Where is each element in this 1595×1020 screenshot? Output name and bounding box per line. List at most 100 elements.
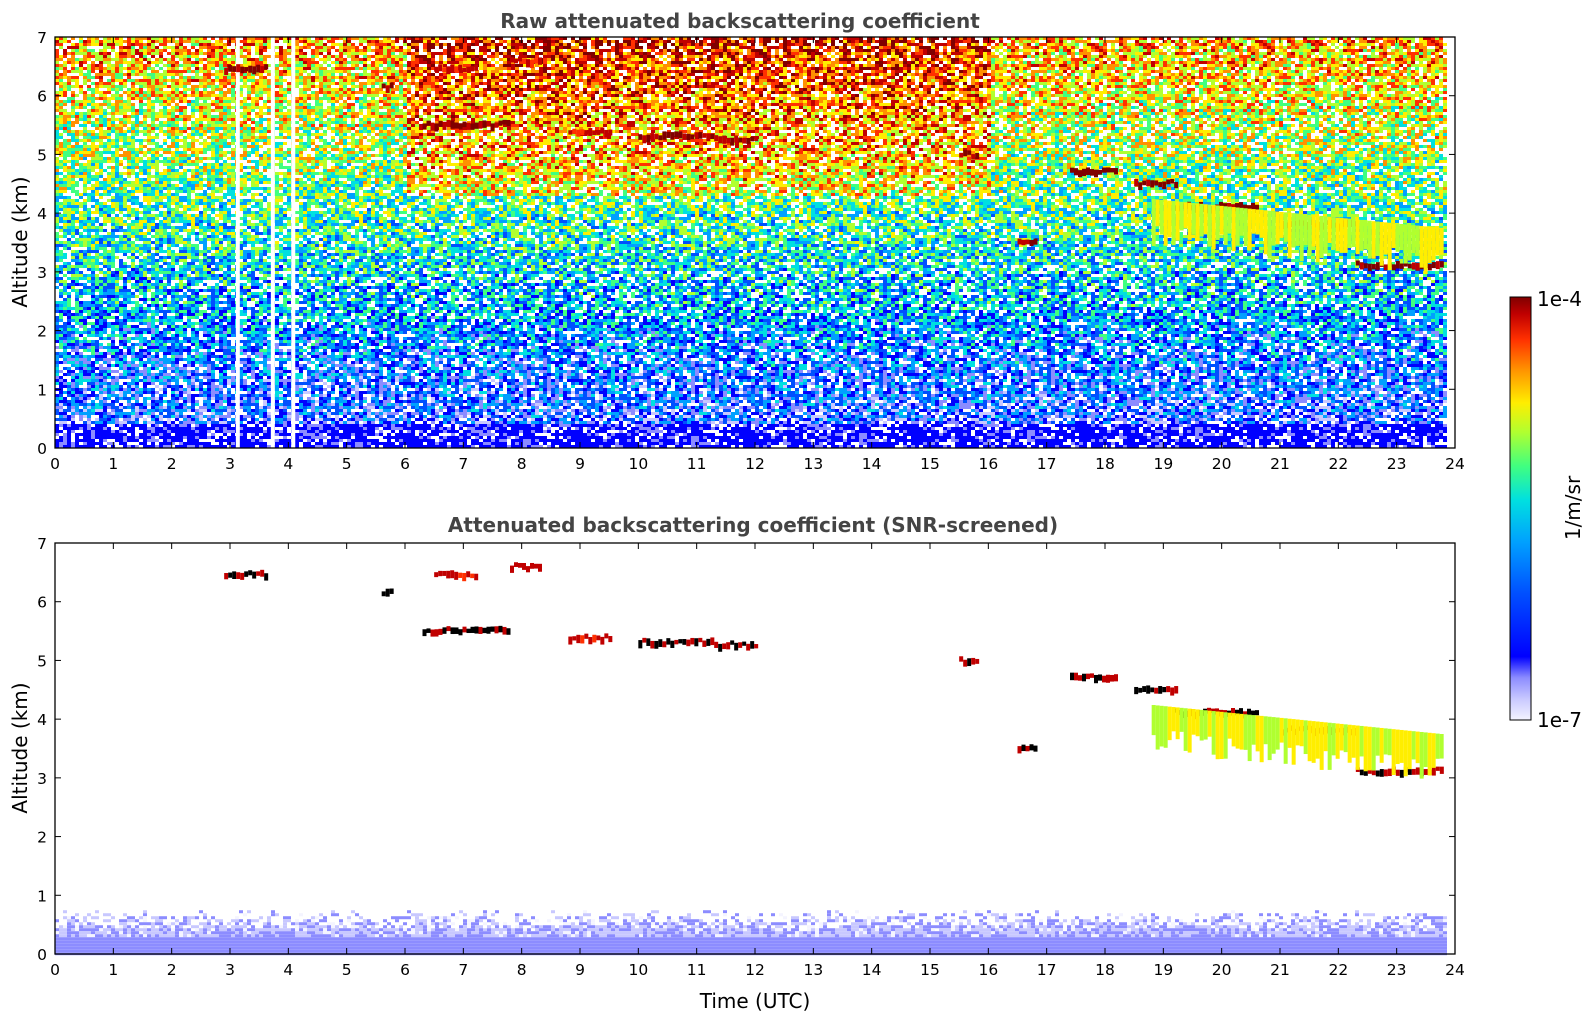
raw-pixel: [147, 160, 151, 163]
raw-pixel: [227, 379, 231, 382]
raw-pixel: [139, 49, 143, 52]
raw-pixel: [139, 346, 143, 349]
raw-pixel: [187, 286, 191, 289]
raw-pixel: [111, 220, 115, 223]
raw-pixel: [99, 325, 103, 328]
raw-pixel: [167, 172, 171, 175]
raw-pixel: [63, 223, 67, 226]
raw-pixel: [223, 331, 227, 334]
raw-pixel: [75, 355, 79, 358]
raw-pixel: [147, 349, 151, 352]
raw-pixel: [219, 244, 223, 247]
raw-pixel: [207, 79, 211, 82]
raw-pixel: [103, 142, 107, 145]
raw-pixel: [127, 55, 131, 58]
raw-pixel: [123, 202, 127, 205]
raw-pixel: [199, 124, 203, 127]
raw-pixel: [207, 145, 211, 148]
raw-pixel: [147, 259, 151, 262]
raw-pixel: [227, 325, 231, 328]
raw-pixel: [103, 319, 107, 322]
raw-pixel: [135, 247, 139, 250]
raw-pixel: [151, 424, 155, 427]
raw-pixel: [155, 376, 159, 379]
raw-pixel: [95, 265, 99, 268]
raw-pixel: [151, 61, 155, 64]
raw-pixel: [83, 67, 87, 70]
raw-pixel: [63, 340, 67, 343]
raw-pixel: [187, 181, 191, 184]
raw-pixel: [95, 118, 99, 121]
raw-pixel: [63, 241, 67, 244]
raw-pixel: [211, 64, 215, 67]
raw-pixel: [183, 253, 187, 256]
raw-pixel: [191, 64, 195, 67]
raw-pixel: [155, 127, 159, 130]
raw-pixel: [219, 226, 223, 229]
raw-pixel: [99, 277, 103, 280]
raw-pixel: [187, 313, 191, 316]
raw-pixel: [171, 163, 175, 166]
raw-pixel: [215, 154, 219, 157]
raw-pixel: [87, 403, 91, 406]
raw-pixel: [191, 142, 195, 145]
raw-pixel: [59, 181, 63, 184]
raw-pixel: [187, 391, 191, 394]
raw-pixel: [95, 205, 99, 208]
raw-pixel: [195, 169, 199, 172]
raw-pixel: [139, 181, 143, 184]
raw-pixel: [207, 376, 211, 379]
raw-pixel: [143, 139, 147, 142]
raw-pixel: [83, 283, 87, 286]
raw-pixel: [167, 430, 171, 433]
raw-pixel: [159, 73, 163, 76]
raw-pixel: [215, 355, 219, 358]
raw-pixel: [99, 121, 103, 124]
raw-pixel: [119, 337, 123, 340]
raw-pixel: [59, 379, 63, 382]
raw-pixel: [135, 175, 139, 178]
raw-pixel: [195, 412, 199, 415]
raw-pixel: [131, 49, 135, 52]
raw-pixel: [79, 175, 83, 178]
raw-pixel: [135, 190, 139, 193]
raw-pixel: [167, 67, 171, 70]
raw-pixel: [59, 142, 63, 145]
raw-pixel: [179, 100, 183, 103]
raw-pixel: [115, 64, 119, 67]
raw-pixel: [139, 388, 143, 391]
raw-pixel: [147, 319, 151, 322]
raw-pixel: [103, 271, 107, 274]
raw-pixel: [147, 49, 151, 52]
raw-pixel: [131, 124, 135, 127]
raw-pixel: [207, 337, 211, 340]
raw-pixel: [59, 430, 63, 433]
raw-pixel: [179, 133, 183, 136]
raw-pixel: [223, 340, 227, 343]
raw-pixel: [163, 232, 167, 235]
raw-pixel: [187, 94, 191, 97]
raw-pixel: [207, 391, 211, 394]
raw-pixel: [167, 244, 171, 247]
raw-pixel: [175, 193, 179, 196]
raw-pixel: [107, 172, 111, 175]
raw-pixel: [171, 169, 175, 172]
raw-pixel: [163, 361, 167, 364]
raw-pixel: [163, 139, 167, 142]
raw-pixel: [223, 316, 227, 319]
raw-pixel: [139, 259, 143, 262]
raw-pixel: [159, 370, 163, 373]
raw-pixel: [207, 313, 211, 316]
raw-pixel: [199, 271, 203, 274]
raw-pixel: [191, 208, 195, 211]
raw-pixel: [107, 130, 111, 133]
raw-pixel: [91, 220, 95, 223]
raw-pixel: [59, 220, 63, 223]
raw-pixel: [223, 418, 227, 421]
raw-pixel: [63, 163, 67, 166]
raw-pixel: [183, 172, 187, 175]
raw-pixel: [79, 73, 83, 76]
raw-pixel: [195, 40, 199, 43]
raw-pixel: [143, 262, 147, 265]
raw-pixel: [171, 46, 175, 49]
